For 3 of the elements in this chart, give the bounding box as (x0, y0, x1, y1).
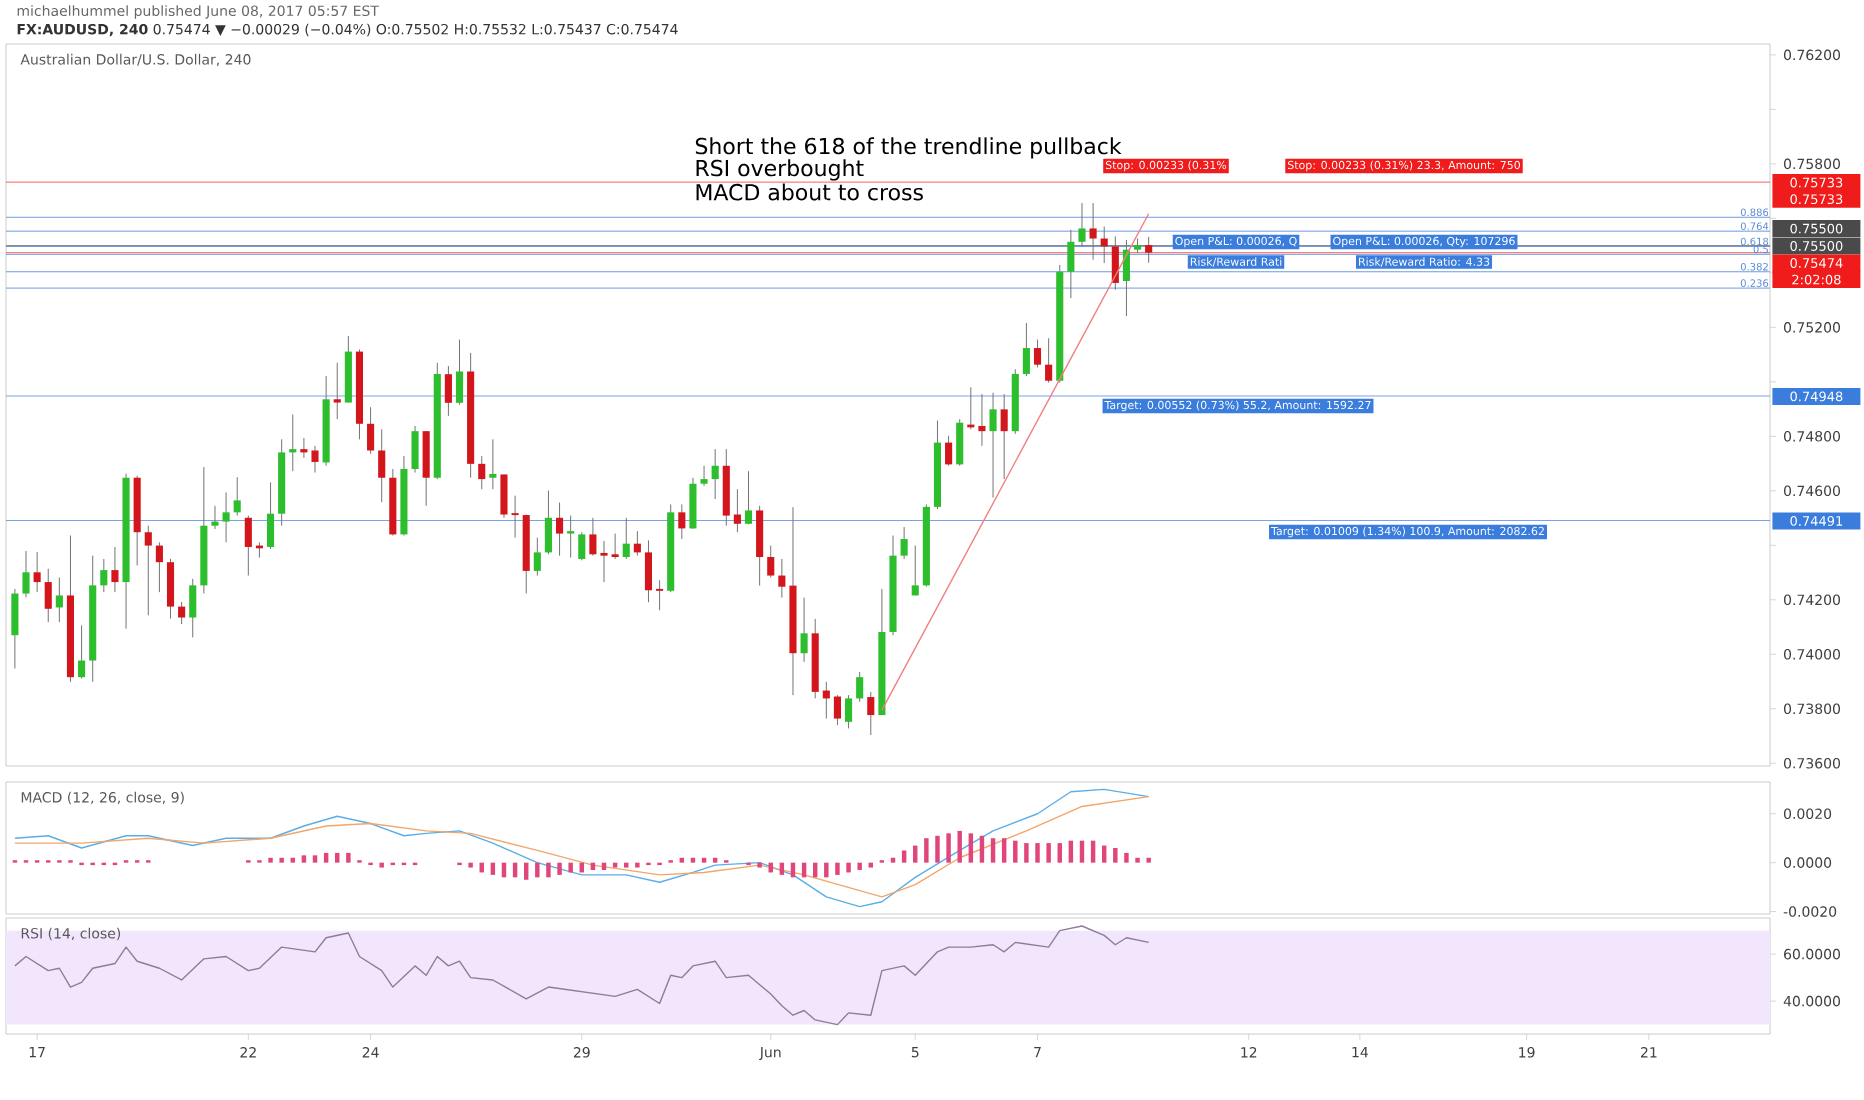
annotation: RSI overbought (696, 159, 864, 181)
annotation: Short the 618 of the trendline pullback (695, 137, 1122, 159)
annotation: MACD about to cross (696, 183, 923, 201)
